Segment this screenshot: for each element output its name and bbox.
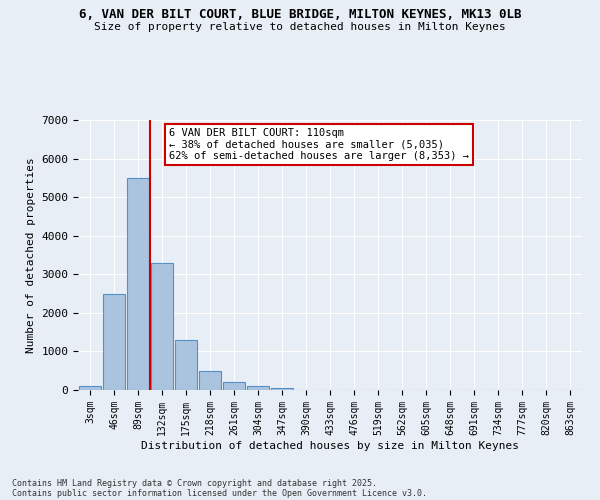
Bar bbox=[79, 386, 101, 390]
Bar bbox=[199, 370, 221, 390]
Text: 6, VAN DER BILT COURT, BLUE BRIDGE, MILTON KEYNES, MK13 0LB: 6, VAN DER BILT COURT, BLUE BRIDGE, MILT… bbox=[79, 8, 521, 20]
Bar bbox=[271, 388, 293, 390]
X-axis label: Distribution of detached houses by size in Milton Keynes: Distribution of detached houses by size … bbox=[141, 440, 519, 450]
Bar bbox=[103, 294, 125, 390]
Bar bbox=[223, 382, 245, 390]
Bar bbox=[175, 340, 197, 390]
Bar bbox=[127, 178, 149, 390]
Text: Contains public sector information licensed under the Open Government Licence v3: Contains public sector information licen… bbox=[12, 488, 427, 498]
Text: 6 VAN DER BILT COURT: 110sqm
← 38% of detached houses are smaller (5,035)
62% of: 6 VAN DER BILT COURT: 110sqm ← 38% of de… bbox=[169, 128, 469, 162]
Bar bbox=[151, 262, 173, 390]
Y-axis label: Number of detached properties: Number of detached properties bbox=[26, 157, 36, 353]
Bar bbox=[247, 386, 269, 390]
Text: Size of property relative to detached houses in Milton Keynes: Size of property relative to detached ho… bbox=[94, 22, 506, 32]
Text: Contains HM Land Registry data © Crown copyright and database right 2025.: Contains HM Land Registry data © Crown c… bbox=[12, 478, 377, 488]
